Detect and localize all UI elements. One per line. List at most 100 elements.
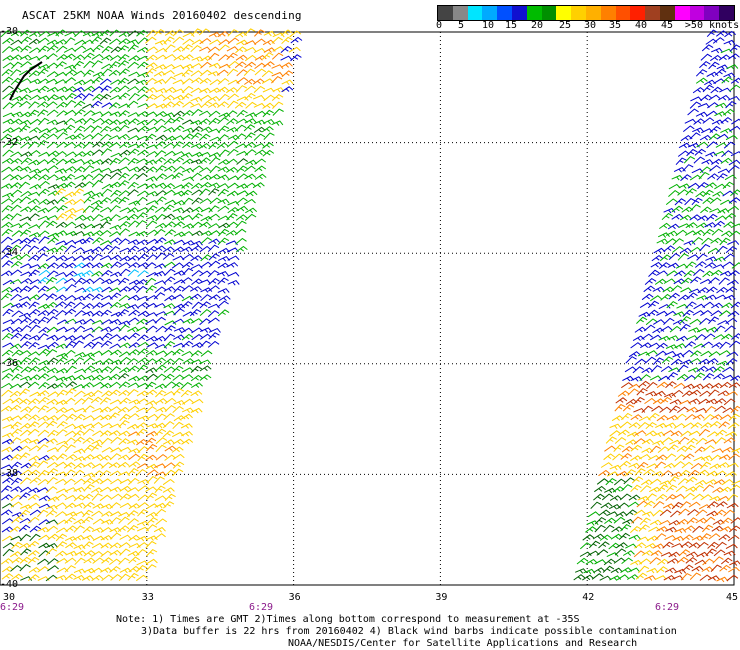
wind-barb	[726, 493, 739, 502]
wind-barb	[684, 444, 696, 453]
colorbar-swatch	[659, 6, 675, 20]
wind-barb	[154, 263, 167, 269]
wind-barb	[173, 308, 185, 316]
wind-barb	[594, 516, 607, 525]
wind-barb	[108, 412, 120, 420]
wind-barb	[10, 69, 22, 77]
wind-barb	[725, 471, 737, 477]
wind-barb	[136, 94, 149, 101]
wind-barb	[226, 87, 238, 94]
wind-barb	[677, 406, 689, 413]
wind-barb	[82, 134, 95, 141]
wind-barb	[208, 152, 221, 158]
wind-barb	[620, 523, 632, 532]
wind-barb	[83, 462, 96, 468]
wind-barb	[684, 341, 697, 349]
wind-barb	[28, 254, 40, 262]
wind-barb	[730, 223, 740, 229]
wind-barb	[172, 141, 185, 149]
wind-barb	[730, 375, 740, 382]
wind-barb	[10, 564, 22, 572]
wind-barb	[655, 422, 668, 429]
wind-barb	[126, 213, 139, 221]
wind-barb	[199, 188, 211, 196]
wind-barb	[28, 101, 40, 109]
wind-barb	[100, 309, 112, 317]
wind-barb	[721, 230, 734, 237]
wind-barb	[720, 557, 733, 565]
wind-barb	[2, 308, 14, 317]
wind-barb	[650, 550, 663, 557]
wind-barb	[46, 141, 59, 149]
wind-barb	[648, 269, 660, 277]
wind-barb	[18, 388, 31, 397]
wind-barb	[190, 172, 202, 180]
wind-barb	[692, 310, 705, 316]
wind-barb	[252, 182, 265, 189]
wind-barb	[100, 173, 112, 182]
colorbar-label: 25	[558, 20, 572, 31]
wind-barb	[658, 375, 671, 382]
wind-barb	[244, 85, 256, 92]
wind-barb	[135, 79, 148, 86]
wind-barb	[190, 119, 203, 126]
wind-barb	[641, 333, 654, 340]
wind-barb	[73, 478, 86, 485]
wind-barb	[191, 269, 204, 277]
wind-barb	[38, 188, 50, 196]
wind-barb	[145, 166, 158, 173]
wind-barb	[692, 127, 705, 133]
wind-barb	[55, 511, 67, 518]
wind-barb	[145, 367, 158, 373]
wind-barb	[19, 54, 32, 61]
wind-barb	[719, 414, 732, 421]
wind-barb	[127, 439, 140, 445]
wind-barb	[28, 308, 41, 316]
wind-barb	[707, 575, 720, 581]
wind-barb	[200, 181, 212, 189]
wind-barb	[288, 46, 301, 53]
wind-barb	[118, 180, 130, 188]
wind-barb	[610, 567, 623, 574]
wind-barb	[109, 542, 122, 549]
wind-barb	[145, 111, 158, 117]
wind-barb	[46, 62, 59, 69]
wind-barb	[236, 69, 248, 77]
wind-barb	[56, 110, 68, 117]
wind-barb	[136, 142, 149, 149]
wind-barb	[155, 165, 167, 173]
wind-barb	[145, 54, 158, 62]
wind-barb	[64, 207, 77, 214]
wind-barb	[613, 478, 626, 486]
wind-barb	[600, 462, 613, 468]
wind-barb	[155, 103, 168, 109]
wind-barb	[630, 444, 643, 452]
wind-barb	[91, 527, 104, 533]
wind-barb	[108, 430, 121, 436]
wind-barb	[27, 381, 40, 389]
wind-barb	[182, 358, 195, 364]
wind-barb	[91, 389, 103, 397]
wind-barb	[118, 262, 131, 268]
wind-barb	[190, 365, 203, 373]
wind-barb	[73, 374, 86, 381]
wind-barb	[720, 116, 733, 124]
wind-barb	[616, 470, 629, 477]
wind-barb	[127, 405, 140, 412]
wind-barb	[729, 125, 740, 132]
wind-barb	[99, 406, 112, 413]
wind-barb	[702, 372, 715, 381]
wind-barb	[38, 381, 50, 390]
wind-barb	[226, 52, 238, 60]
wind-barb	[181, 85, 194, 93]
wind-barb	[208, 128, 220, 134]
wind-barb	[137, 37, 149, 45]
wind-barb	[673, 382, 686, 389]
wind-barb	[702, 228, 715, 237]
wind-barb	[680, 572, 692, 581]
wind-barb	[702, 84, 714, 93]
wind-barb	[136, 390, 149, 397]
wind-barb	[20, 157, 33, 165]
wind-barb	[64, 37, 76, 45]
